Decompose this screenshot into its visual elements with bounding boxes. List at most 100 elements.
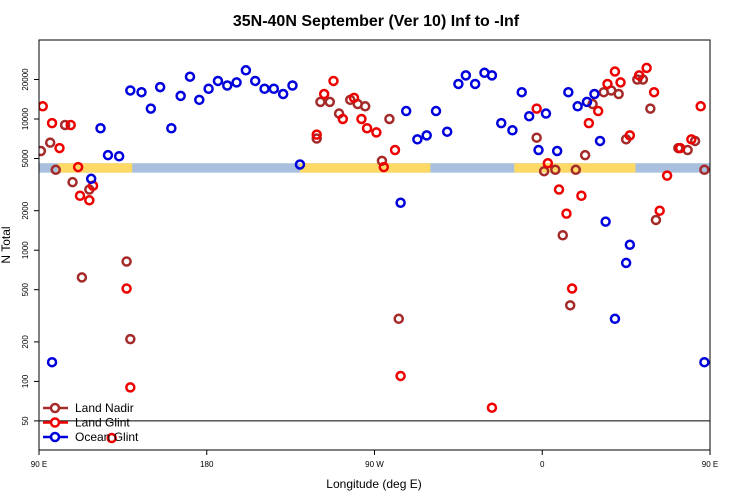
data-point-ocean-glint <box>268 83 280 95</box>
data-point-ocean-glint <box>523 110 535 122</box>
data-point-land-glint <box>624 130 636 141</box>
data-point-ocean-glint <box>46 356 58 368</box>
data-point-land-nadir <box>315 96 326 108</box>
data-point-land-glint <box>356 113 367 125</box>
data-point-land-nadir <box>699 164 710 176</box>
y-tick-label: 10000 <box>21 107 30 130</box>
data-point-land-glint <box>602 78 613 90</box>
data-point-land-glint <box>583 117 595 129</box>
data-point-land-glint <box>361 123 373 134</box>
data-point-ocean-glint <box>294 159 306 170</box>
data-point-ocean-glint <box>136 86 147 98</box>
data-point-land-glint <box>106 432 117 444</box>
data-point-ocean-glint <box>624 239 636 251</box>
y-axis-label: N Total <box>0 226 13 263</box>
data-point-land-glint <box>615 77 626 88</box>
data-point-land-glint <box>337 113 349 125</box>
data-point-land-nadir <box>650 214 662 226</box>
data-point-land-nadir <box>557 229 569 241</box>
data-point-ocean-glint <box>113 151 125 162</box>
data-point-land-nadir <box>67 176 78 188</box>
data-point-land-glint <box>39 101 48 112</box>
data-point-ocean-glint <box>609 313 621 325</box>
chart-title: 35N-40N September (Ver 10) Inf to -Inf <box>233 13 520 30</box>
y-tick-label: 5000 <box>21 149 30 167</box>
data-point-ocean-glint <box>125 85 136 96</box>
data-point-land-glint <box>661 170 673 181</box>
data-point-land-nadir <box>125 333 136 345</box>
legend-label: Land Glint <box>75 416 130 430</box>
x-tick-label: 0 <box>540 460 545 469</box>
data-point-ocean-glint <box>212 75 224 87</box>
x-axis-label: Longitude (deg E) <box>326 477 421 491</box>
data-point-ocean-glint <box>453 78 464 90</box>
data-point-ocean-glint <box>563 86 574 98</box>
plot-frame <box>38 39 711 451</box>
data-point-land-glint <box>318 88 330 100</box>
data-point-land-glint <box>311 129 322 140</box>
data-point-land-glint <box>125 382 136 393</box>
data-point-ocean-glint <box>441 126 453 137</box>
data-point-land-nadir <box>359 101 371 112</box>
data-point-ocean-glint <box>589 88 600 100</box>
data-point-ocean-glint <box>572 101 583 112</box>
data-point-ocean-glint <box>540 108 552 119</box>
data-point-ocean-glint <box>516 86 527 98</box>
data-point-land-glint <box>633 70 645 81</box>
data-point-land-glint <box>328 75 339 87</box>
data-point-ocean-glint <box>95 123 106 134</box>
data-point-land-nadir <box>564 300 576 311</box>
data-point-land-glint <box>46 117 58 129</box>
data-point-ocean-glint <box>102 149 114 161</box>
data-point-land-glint <box>654 205 665 216</box>
data-point-land-nadir <box>550 164 561 176</box>
data-point-land-glint <box>389 144 401 156</box>
data-point-ocean-glint <box>400 105 412 117</box>
data-point-land-nadir <box>570 164 582 176</box>
data-point-ocean-glint <box>460 70 472 81</box>
data-point-land-glint <box>74 190 86 201</box>
data-point-land-nadir <box>76 272 88 283</box>
data-point-land-nadir <box>587 98 598 110</box>
data-point-ocean-glint <box>231 77 242 88</box>
x-tick-label: 90 W <box>365 460 384 469</box>
data-point-land-glint <box>648 86 660 98</box>
data-point-land-nadir <box>645 103 656 114</box>
data-point-land-glint <box>686 134 697 145</box>
data-point-land-glint <box>65 119 76 131</box>
data-point-ocean-glint <box>194 94 205 106</box>
data-point-land-glint <box>121 283 132 294</box>
data-point-land-glint <box>371 127 382 138</box>
data-point-ocean-glint <box>85 173 97 185</box>
data-point-ocean-glint <box>412 134 423 145</box>
data-point-ocean-glint <box>145 103 157 114</box>
data-point-ocean-glint <box>175 90 186 102</box>
data-point-land-glint <box>592 105 604 117</box>
legend-marker <box>49 417 61 428</box>
data-point-ocean-glint <box>469 78 481 90</box>
data-point-land-glint <box>395 370 406 382</box>
data-point-land-glint <box>674 142 686 154</box>
data-point-land-nadir <box>324 96 336 108</box>
data-point-ocean-glint <box>551 145 563 157</box>
data-point-land-glint <box>576 190 587 201</box>
data-points <box>39 62 710 444</box>
data-point-land-glint <box>609 66 621 77</box>
data-band <box>39 163 750 173</box>
data-point-land-glint <box>695 101 706 112</box>
data-point-ocean-glint <box>594 135 606 147</box>
data-point-land-glint <box>54 142 65 154</box>
data-point-land-glint <box>641 62 652 74</box>
y-tick-label: 200 <box>21 335 30 349</box>
data-point-land-glint <box>553 184 565 195</box>
data-point-ocean-glint <box>203 83 214 95</box>
y-tick-label: 20000 <box>21 68 30 91</box>
data-point-ocean-glint <box>699 356 710 368</box>
data-point-land-glint <box>531 103 542 114</box>
data-point-ocean-glint <box>533 144 544 156</box>
band-land <box>710 163 750 172</box>
data-point-ocean-glint <box>222 80 233 91</box>
legend-label: Ocean Glint <box>75 430 139 444</box>
